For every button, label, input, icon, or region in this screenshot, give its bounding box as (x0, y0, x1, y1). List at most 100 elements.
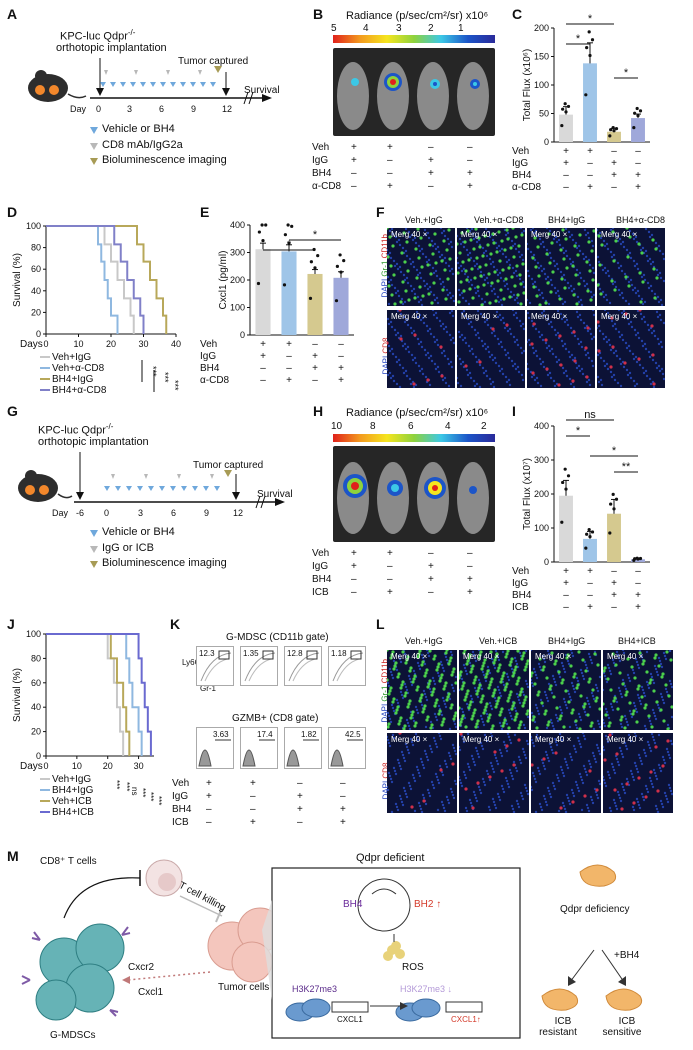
dapi-dot (444, 705, 448, 709)
dapi-dot (563, 670, 567, 674)
dapi-dot (422, 321, 426, 325)
dapi-dot (405, 374, 409, 378)
dapi-dot (571, 791, 575, 795)
dapi-dot (533, 280, 537, 284)
dapi-dot (443, 256, 447, 260)
dapi-dot (476, 267, 480, 271)
condition-sign: + (635, 182, 641, 193)
dapi-dot (425, 650, 429, 652)
marker-dot (654, 745, 658, 749)
condition-sign: + (587, 182, 593, 193)
dapi-dot (656, 337, 660, 341)
dapi-dot (491, 260, 495, 264)
marker-dot (497, 696, 501, 700)
marker-dot (525, 662, 529, 666)
dapi-dot (590, 691, 594, 695)
dapi-dot (514, 659, 518, 663)
condition-sign: – (611, 602, 617, 613)
marker-dot (425, 718, 429, 722)
dapi-dot (662, 651, 666, 655)
marker-dot (588, 269, 592, 273)
dapi-dot (454, 752, 457, 756)
marker-dot (445, 248, 449, 252)
marker-dot (497, 230, 501, 234)
y-tick-label: 0 (240, 330, 245, 340)
dapi-dot (549, 278, 553, 282)
dapi-dot (457, 234, 459, 238)
dapi-dot (581, 252, 585, 256)
dapi-dot (388, 349, 392, 353)
marker-dot (655, 276, 659, 280)
dapi-dot (437, 781, 441, 785)
marker-dot (517, 676, 521, 680)
survival-label: Survival (257, 489, 293, 500)
dapi-dot (631, 288, 635, 292)
marker-dot (600, 243, 604, 247)
marker-dot (446, 277, 450, 281)
dapi-dot (566, 659, 570, 663)
dapi-dot (476, 752, 480, 756)
dapi-dot (572, 287, 576, 291)
dapi-dot (550, 347, 554, 351)
dapi-dot (542, 267, 546, 271)
row-label: Veh (312, 142, 330, 153)
marker-dot (471, 806, 475, 810)
marker-dot (473, 678, 477, 682)
dapi-dot (635, 382, 639, 386)
microscopy-tile: Merg 40 × (527, 310, 595, 388)
cxcl1-label: Cxcl1 (138, 987, 164, 998)
dapi-dot (632, 259, 636, 263)
dapi-dot (496, 295, 500, 299)
dapi-dot (404, 228, 408, 231)
day-tick: 9 (191, 104, 197, 114)
dapi-dot (409, 737, 413, 741)
dapi-dot (588, 383, 592, 387)
marker-dot (594, 699, 598, 703)
dapi-dot (461, 296, 465, 300)
tile-label: Merg 40 × (391, 312, 428, 321)
marker-dot (413, 333, 417, 337)
dapi-dot (436, 778, 440, 782)
dapi-dot (655, 268, 659, 272)
dapi-dot (387, 317, 390, 321)
dapi-dot (597, 255, 600, 259)
dapi-dot (418, 369, 422, 373)
bar (607, 513, 621, 562)
marker-dot (597, 320, 600, 324)
data-point (585, 532, 589, 536)
dapi-dot (405, 745, 409, 749)
dapi-dot (459, 718, 461, 722)
dapi-dot (655, 807, 659, 811)
data-point (286, 223, 290, 227)
dapi-dot (420, 703, 424, 707)
marker-dot (440, 723, 444, 727)
dapi-dot (610, 762, 614, 766)
marker-dot (482, 711, 486, 715)
marker-dot (589, 724, 593, 728)
dapi-dot (643, 320, 647, 324)
marker-dot (572, 293, 576, 297)
dapi-dot (632, 701, 636, 705)
condition-sign: + (286, 375, 292, 386)
condition-sign: – (428, 548, 434, 559)
dapi-dot (462, 770, 466, 774)
marker-dot (464, 725, 468, 729)
dapi-dot (535, 706, 539, 710)
condition-sign: + (338, 375, 344, 386)
dapi-dot (392, 379, 396, 383)
scale-title: Radiance (p/sec/cm²/sr) x10⁶ (346, 407, 489, 419)
dapi-dot (594, 760, 598, 764)
cxcr2-label: Cxcr2 (128, 962, 155, 973)
mdsc-label: G-MDSCs (50, 1030, 96, 1041)
data-point (290, 224, 294, 228)
histogram (198, 749, 212, 767)
marker-dot (666, 739, 670, 743)
marker-dot (468, 653, 472, 657)
dapi-dot (548, 371, 552, 375)
marker-dot (575, 686, 579, 690)
dapi-dot (404, 685, 408, 689)
flow-plot: 1.18 (328, 646, 366, 686)
marker-dot (551, 270, 555, 274)
flow-title-2: GZMB+ (CD8 gate) (232, 713, 319, 724)
dapi-dot (428, 383, 432, 387)
